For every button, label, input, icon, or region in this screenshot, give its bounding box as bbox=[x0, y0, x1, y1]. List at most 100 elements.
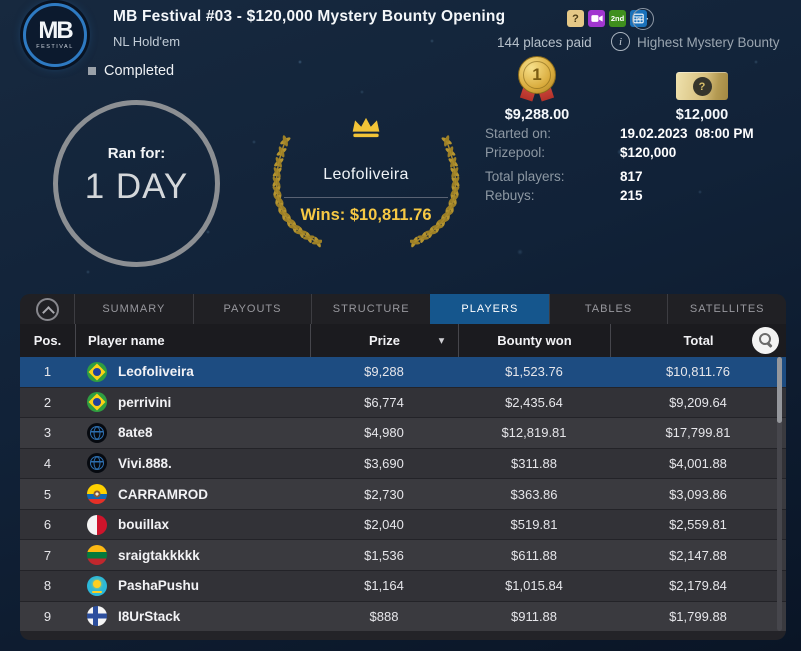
player-bounty-won: $311.88 bbox=[510, 455, 558, 471]
crown-icon bbox=[352, 117, 380, 138]
stat-row: Total players: 817 bbox=[485, 169, 785, 187]
column-header-pos: Pos. bbox=[33, 333, 62, 348]
stat-row: Rebuys: 215 bbox=[485, 188, 785, 206]
scrollbar-thumb[interactable] bbox=[777, 357, 782, 423]
player-prize: $1,536 bbox=[364, 547, 404, 563]
second-chance-icon: 2nd bbox=[609, 10, 626, 27]
table-row[interactable]: 8 PashaPushu $1,164 $1,015.84 $2,179.84 bbox=[20, 570, 786, 601]
medal-rank: 1 bbox=[532, 65, 542, 84]
column-header-total: Total bbox=[610, 324, 786, 357]
table-row[interactable]: 1 Leofoliveira $9,288 $1,523.76 $10,811.… bbox=[20, 357, 786, 387]
table-row[interactable]: 6 bouillax $2,040 $519.81 $2,559.81 bbox=[20, 509, 786, 540]
flag-international bbox=[87, 453, 107, 474]
player-position: 8 bbox=[43, 578, 52, 594]
player-prize: $1,164 bbox=[364, 578, 404, 594]
player-bounty-won: $911.88 bbox=[510, 608, 558, 624]
mystery-bounty-ticket-icon: ? bbox=[676, 72, 728, 100]
stat-value: 215 bbox=[620, 188, 643, 203]
player-name: 8ate8 bbox=[118, 425, 153, 441]
player-total: $4,001.88 bbox=[669, 455, 727, 471]
ran-for-value: 1 DAY bbox=[84, 166, 189, 206]
duration-circle: Ran for: 1 DAY bbox=[53, 100, 220, 267]
player-bounty-won: $363.86 bbox=[510, 486, 558, 502]
player-bounty-won: $611.88 bbox=[510, 547, 558, 563]
column-header-player: Player name bbox=[75, 324, 310, 357]
tab-payouts[interactable]: PAYOUTS bbox=[192, 294, 312, 324]
stat-label: Prizepool: bbox=[485, 145, 546, 160]
flag-kazakhstan bbox=[87, 575, 107, 596]
player-total: $2,559.81 bbox=[669, 517, 727, 533]
stat-label: Total players: bbox=[485, 169, 565, 184]
table-row[interactable]: 5 CARRAMROD $2,730 $363.86 $3,093.86 bbox=[20, 479, 786, 509]
player-total: $9,209.64 bbox=[669, 394, 727, 410]
flag-finland bbox=[87, 606, 107, 627]
table-row[interactable]: 3 8ate8 $4,980 $12,819.81 $17,799.81 bbox=[20, 418, 786, 448]
player-total: $17,799.81 bbox=[665, 425, 731, 441]
flag-ecuador bbox=[87, 484, 107, 505]
ran-for-label: Ran for: bbox=[107, 144, 166, 162]
player-prize: $9,288 bbox=[364, 364, 404, 380]
player-position: 9 bbox=[43, 608, 52, 624]
tab-satellites[interactable]: SATELLITES bbox=[667, 294, 786, 324]
first-prize-value: $9,288.00 bbox=[504, 107, 570, 123]
player-prize: $3,690 bbox=[364, 455, 404, 471]
player-prize: $2,040 bbox=[364, 517, 404, 533]
stat-row: Started on: 19.02.2023 08:00 PM bbox=[485, 126, 785, 144]
winner-block: Leofoliveira Wins: $10,811.76 bbox=[256, 110, 476, 260]
stat-label: Started on: bbox=[485, 126, 552, 141]
tab-tables[interactable]: TABLES bbox=[548, 294, 668, 324]
player-position: 4 bbox=[43, 455, 52, 471]
stat-value: 19.02.2023 08:00 PM bbox=[620, 126, 754, 141]
logo-text: MB bbox=[38, 17, 73, 44]
player-prize: $4,980 bbox=[364, 425, 404, 441]
places-paid-label: 144 places paid bbox=[497, 35, 592, 50]
flag-malta bbox=[87, 514, 107, 535]
status-square-icon bbox=[88, 67, 96, 75]
column-header-bounty: Bounty won bbox=[458, 324, 610, 357]
collapse-panel-button[interactable] bbox=[35, 297, 59, 321]
tab-players[interactable]: PLAYERS bbox=[430, 294, 549, 324]
player-name: bouillax bbox=[118, 517, 170, 533]
player-bounty-won: $12,819.81 bbox=[501, 425, 567, 441]
tab-summary[interactable]: SUMMARY bbox=[74, 294, 193, 324]
player-position: 6 bbox=[43, 517, 52, 533]
player-total: $2,179.84 bbox=[669, 578, 727, 594]
winner-divider bbox=[284, 197, 448, 198]
player-position: 3 bbox=[43, 425, 52, 441]
results-panel: SUMMARY PAYOUTS STRUCTURE PLAYERS TABLES… bbox=[20, 294, 786, 640]
player-bounty-won: $1,523.76 bbox=[505, 364, 563, 380]
game-type-label: NL Hold'em bbox=[113, 34, 181, 49]
status-badge: Completed bbox=[88, 63, 174, 79]
scrollbar-track[interactable] bbox=[777, 357, 782, 631]
laurel-left-icon bbox=[272, 135, 322, 248]
player-rows: 1 Leofoliveira $9,288 $1,523.76 $10,811.… bbox=[20, 357, 786, 632]
player-bounty-won: $1,015.84 bbox=[505, 578, 563, 594]
festival-logo: MB FESTIVAL bbox=[23, 3, 87, 67]
player-total: $10,811.76 bbox=[665, 364, 731, 380]
column-header-prize[interactable]: Prize ▾ bbox=[310, 324, 458, 357]
player-name: CARRAMROD bbox=[118, 486, 208, 502]
flag-lithuania bbox=[87, 545, 107, 566]
first-place-medal-icon: 1 bbox=[515, 56, 559, 104]
player-name: PashaPushu bbox=[118, 578, 200, 594]
player-bounty-won: $2,435.64 bbox=[505, 394, 563, 410]
search-button[interactable] bbox=[752, 327, 779, 354]
status-text: Completed bbox=[104, 63, 175, 79]
laurel-right-icon bbox=[410, 135, 460, 248]
tab-structure[interactable]: STRUCTURE bbox=[311, 294, 430, 324]
player-prize: $888 bbox=[369, 608, 399, 624]
mystery-bounty-icon: ? bbox=[567, 10, 584, 27]
table-row[interactable]: 9 I8UrStack $888 $911.88 $1,799.88 bbox=[20, 601, 786, 632]
player-position: 2 bbox=[43, 394, 52, 410]
flag-brazil bbox=[87, 392, 107, 413]
winner-wins-amount: Wins: $10,811.76 bbox=[300, 206, 432, 224]
sort-caret-icon[interactable]: ▾ bbox=[438, 335, 444, 346]
table-row[interactable]: 2 perrivini $6,774 $2,435.64 $9,209.64 bbox=[20, 387, 786, 418]
more-options-button[interactable]: ⋯ bbox=[632, 8, 654, 30]
info-icon[interactable]: i bbox=[611, 32, 630, 51]
player-name: I8UrStack bbox=[118, 608, 181, 624]
player-total: $3,093.86 bbox=[669, 486, 727, 502]
table-row[interactable]: 7 sraigtakkkkk $1,536 $611.88 $2,147.88 bbox=[20, 540, 786, 570]
table-row[interactable]: 4 Vivi.888. $3,690 $311.88 $4,001.88 bbox=[20, 448, 786, 479]
